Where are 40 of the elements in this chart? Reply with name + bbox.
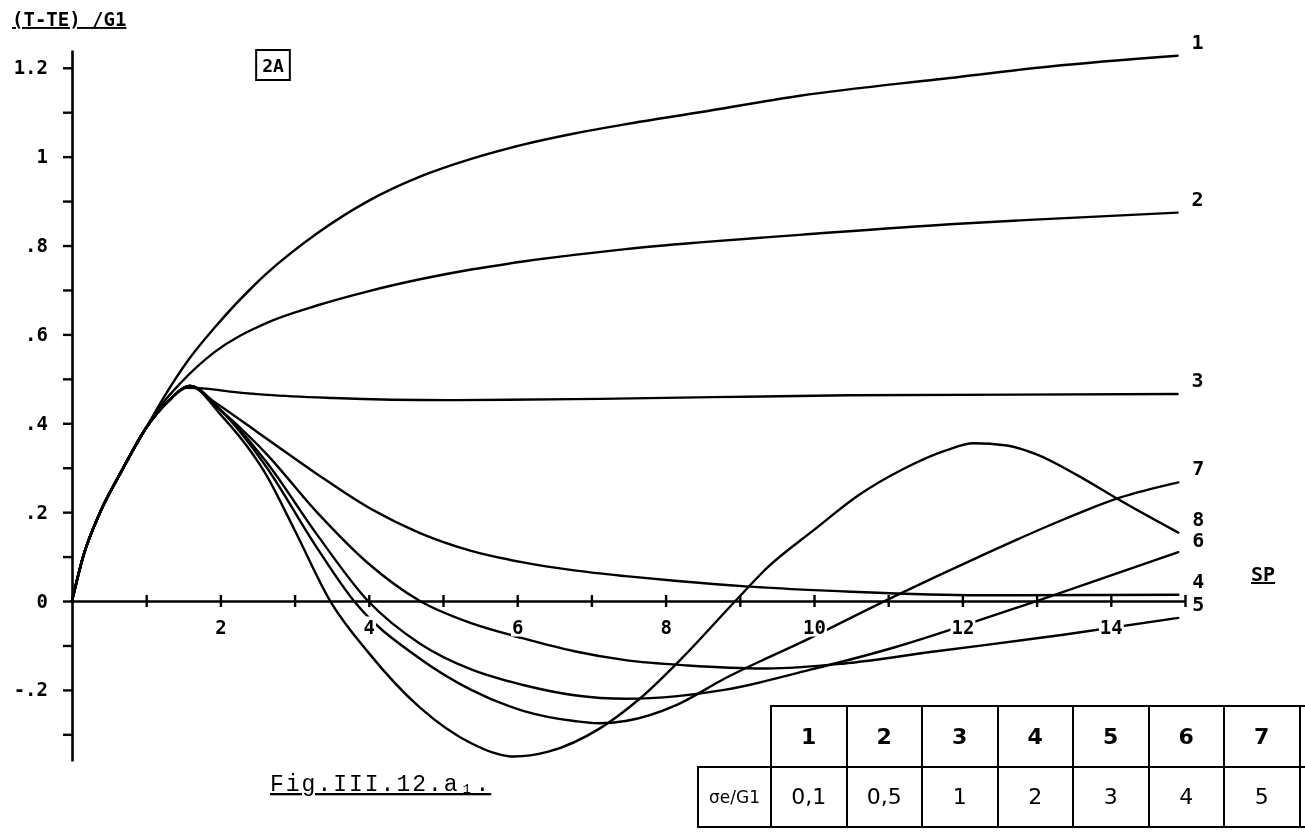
y-tick-label: -.2 <box>13 678 48 701</box>
text: 6 <box>1178 723 1194 749</box>
series-label: 5 <box>1192 591 1205 616</box>
y-tick-label: 0 <box>36 589 48 612</box>
text: 4 <box>1179 784 1194 810</box>
x-tick-label: 4 <box>363 615 376 638</box>
annotation: 2A <box>262 54 284 76</box>
annotation: 3 <box>922 706 998 767</box>
y-tick-label: .6 <box>25 322 48 345</box>
x-tick-label: 2 <box>215 615 227 638</box>
y-tick-label: 1.2 <box>13 56 48 79</box>
x-tick-label: 6 <box>511 615 524 638</box>
text: 0,5 <box>866 784 902 810</box>
series-label: 4 <box>1192 568 1205 593</box>
x-tick-label: 8 <box>660 615 672 638</box>
text: 5 <box>1254 784 1269 810</box>
annotation: 2 <box>846 706 922 767</box>
series-label: 1 <box>1191 29 1204 54</box>
text: 1 <box>952 784 967 810</box>
y-axis-title: (T-TE) /G1 <box>12 8 127 30</box>
y-tick-label: 1 <box>36 145 48 168</box>
x-tick-label: 12 <box>951 615 975 638</box>
text: 3 <box>1103 784 1118 810</box>
series-label: 7 <box>1192 456 1205 481</box>
annotation: 1 <box>771 706 847 767</box>
annotation: 4 <box>997 706 1073 767</box>
y-tick-label: .8 <box>25 234 48 257</box>
series-label: 2 <box>1191 186 1204 211</box>
y-tick-label: .4 <box>25 411 48 434</box>
series-label: 3 <box>1191 367 1204 392</box>
annotation: 5 <box>1073 706 1149 767</box>
y-tick-label: .2 <box>25 500 48 523</box>
text: σe/G1 <box>709 786 760 807</box>
text: 0,1 <box>791 784 827 810</box>
text: 2 <box>1028 784 1043 810</box>
x-axis-title: SP <box>1251 562 1276 587</box>
x-tick-label: 14 <box>1099 615 1123 638</box>
text: Fig.III.12.a₁. <box>270 772 492 798</box>
x-tick-label: 10 <box>803 615 826 638</box>
text: 7 <box>1254 723 1270 749</box>
